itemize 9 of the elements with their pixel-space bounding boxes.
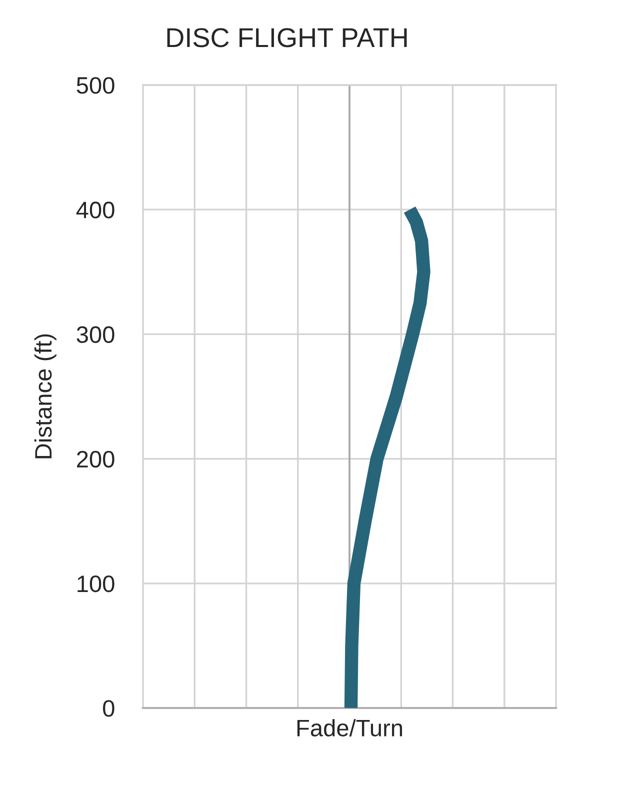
y-tick-label: 300: [76, 326, 114, 343]
y-tick-label: 0: [103, 700, 114, 717]
y-tick-label: 200: [77, 450, 114, 468]
chart-title: DISC FLIGHT PATH: [167, 28, 407, 48]
y-tick-label: 100: [78, 575, 114, 592]
x-axis-title: Fade/Turn: [297, 719, 402, 736]
y-tick-label: 500: [76, 77, 114, 94]
y-tick-label: 400: [76, 202, 114, 218]
y-axis-title: Distance (ft): [34, 334, 56, 458]
